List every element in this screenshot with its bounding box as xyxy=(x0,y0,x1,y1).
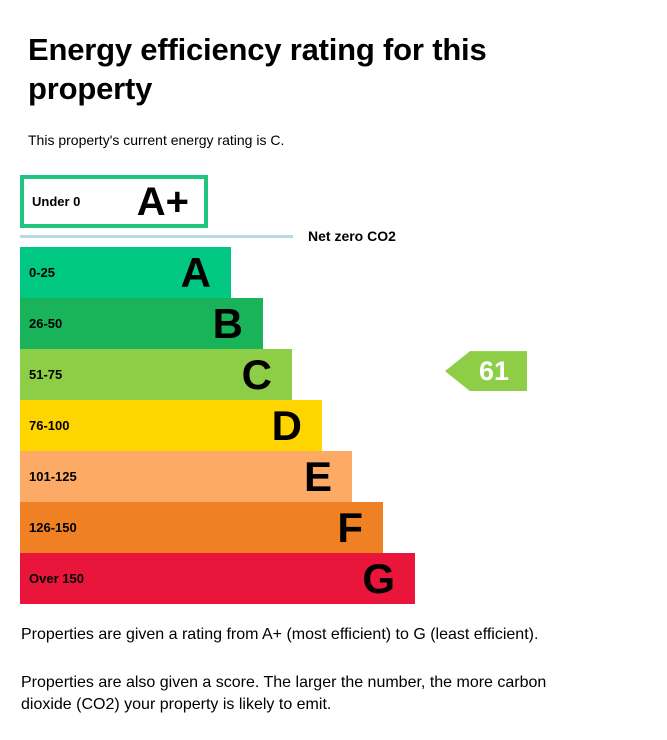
current-score-arrow: 61 xyxy=(445,351,527,392)
net-zero-line xyxy=(20,235,293,239)
band-e-range-label: 101-125 xyxy=(29,469,77,485)
rating-bands: 0-25 A 26-50 B 51-75 C 76-100 D 101-125 … xyxy=(20,247,667,605)
band-e: 101-125 E xyxy=(20,451,352,503)
band-d-letter: D xyxy=(271,401,302,449)
band-a-letter: A xyxy=(180,248,211,296)
band-b-range-label: 26-50 xyxy=(29,316,63,332)
band-g-letter: G xyxy=(362,554,395,602)
net-zero-row: Net zero CO2 xyxy=(20,228,667,244)
band-d-range-label: 76-100 xyxy=(29,418,70,434)
band-f: 126-150 F xyxy=(20,502,383,554)
band-g-range-label: Over 150 xyxy=(29,571,84,587)
band-g: Over 150 G xyxy=(20,553,415,605)
band-d: 76-100 D xyxy=(20,400,322,452)
energy-rating-chart: Under 0 A+ Net zero CO2 0-25 A 26-50 B 5… xyxy=(20,175,667,605)
band-a-plus-letter: A+ xyxy=(136,179,189,224)
rating-explanation-text: Properties are given a rating from A+ (m… xyxy=(21,626,539,644)
current-rating-summary: This property's current energy rating is… xyxy=(28,132,285,149)
band-c-letter: C xyxy=(241,350,272,398)
band-e-letter: E xyxy=(303,452,332,500)
band-b: 26-50 B xyxy=(20,298,263,350)
band-f-letter: F xyxy=(337,503,363,551)
band-f-range-label: 126-150 xyxy=(29,520,77,536)
band-c-range-label: 51-75 xyxy=(29,367,63,383)
band-a-plus: Under 0 A+ xyxy=(20,175,208,229)
score-explanation-text: Properties are also given a score. The l… xyxy=(21,674,547,714)
band-a: 0-25 A xyxy=(20,247,231,299)
band-a-plus-range-label: Under 0 xyxy=(32,194,81,210)
band-a-range-label: 0-25 xyxy=(29,265,56,281)
page-title: Energy efficiency rating for this proper… xyxy=(28,32,487,107)
net-zero-label: Net zero CO2 xyxy=(308,228,396,245)
band-c: 51-75 C xyxy=(20,349,292,401)
current-score-value: 61 xyxy=(478,355,510,386)
band-b-letter: B xyxy=(212,299,243,347)
